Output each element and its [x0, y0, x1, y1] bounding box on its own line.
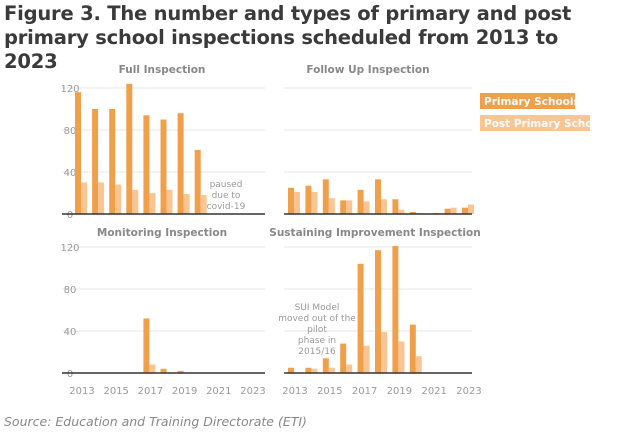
y-tick-label: 120 — [60, 84, 79, 95]
y-tick-label: 0 — [67, 369, 73, 380]
x-tick-label: 2013 — [282, 386, 307, 397]
bar-primary-2015 — [322, 179, 329, 214]
bar-post-primary-2019 — [398, 209, 405, 214]
annotation-line: covid-19 — [207, 202, 246, 212]
bar-post-primary-2015 — [328, 367, 335, 373]
bar-primary-2013 — [75, 92, 81, 214]
annotation-line: moved out of the — [278, 314, 356, 324]
source-note: Source: Education and Training Directora… — [4, 414, 307, 429]
x-tick-label: 2023 — [456, 386, 481, 397]
legend-label-primary: Primary Schools — [484, 96, 580, 108]
x-tick-label: 2015 — [103, 386, 128, 397]
x-tick-label: 2021 — [421, 386, 446, 397]
panel-title: Sustaining Improvement Inspection — [269, 227, 480, 239]
bar-primary-2022 — [444, 208, 451, 214]
annotation-line: due to — [212, 191, 241, 201]
bar-primary-2018 — [160, 368, 167, 373]
bar-primary-2015 — [109, 109, 116, 214]
x-tick-label: 2023 — [240, 386, 265, 397]
y-tick-label: 80 — [64, 126, 77, 137]
annotation-line: SUI Model — [295, 303, 340, 313]
panel-title: Full Inspection — [119, 64, 206, 76]
bar-post-primary-2019 — [398, 341, 405, 373]
bar-primary-2016 — [340, 343, 347, 373]
bar-primary-2015 — [322, 358, 329, 373]
bar-post-primary-2013 — [81, 182, 87, 214]
annotation-line: 2015/16 — [298, 347, 336, 357]
bar-primary-2018 — [375, 179, 381, 214]
x-tick-label: 2019 — [387, 386, 412, 397]
bar-post-primary-2017 — [149, 193, 156, 214]
bar-primary-2020 — [194, 149, 201, 214]
x-tick-label: 2021 — [206, 386, 231, 397]
bar-primary-2017 — [357, 189, 364, 214]
bar-primary-2018 — [375, 250, 381, 373]
legend-swatch-primary — [480, 93, 575, 109]
bar-post-primary-2018 — [166, 189, 173, 214]
annotation-line: pilot — [307, 325, 327, 335]
bar-primary-2020 — [409, 324, 416, 373]
bar-primary-2019 — [392, 199, 399, 214]
y-tick-label: 40 — [64, 168, 77, 179]
bar-post-primary-2018 — [381, 332, 387, 373]
bar-primary-2023 — [462, 207, 468, 214]
bar-primary-2014 — [305, 367, 312, 373]
legend-label-post-primary: Post Primary Schools — [484, 118, 610, 130]
bar-post-primary-2020 — [200, 195, 207, 214]
bar-primary-2017 — [143, 115, 150, 214]
bar-post-primary-2018 — [381, 199, 387, 214]
bar-post-primary-2020 — [415, 356, 422, 373]
x-tick-label: 2017 — [352, 386, 377, 397]
bar-post-primary-2013 — [294, 191, 300, 214]
bar-post-primary-2017 — [363, 201, 370, 214]
x-tick-label: 2019 — [172, 386, 197, 397]
panel-title: Follow Up Inspection — [306, 64, 429, 76]
bar-post-primary-2023 — [468, 204, 474, 214]
bar-post-primary-2015 — [115, 184, 122, 214]
bar-primary-2019 — [392, 245, 399, 373]
bar-post-primary-2014 — [98, 182, 105, 214]
annotation-line: paused — [210, 180, 243, 190]
y-tick-label: 0 — [67, 210, 73, 221]
bar-post-primary-2016 — [346, 200, 353, 214]
x-tick-label: 2013 — [69, 386, 94, 397]
bar-primary-2019 — [177, 370, 184, 373]
bar-post-primary-2017 — [149, 364, 156, 373]
bar-primary-2017 — [357, 263, 364, 373]
bar-post-primary-2014 — [311, 368, 318, 373]
bar-post-primary-2017 — [363, 345, 370, 373]
legend-swatch-post-primary — [480, 115, 590, 131]
bar-primary-2014 — [305, 185, 312, 214]
x-tick-label: 2017 — [138, 386, 163, 397]
figure-title: Figure 3. The number and types of primar… — [4, 2, 572, 73]
bar-primary-2019 — [177, 113, 184, 214]
y-tick-label: 40 — [64, 327, 77, 338]
bar-post-primary-2015 — [328, 198, 335, 214]
y-tick-label: 120 — [60, 243, 79, 254]
bar-primary-2018 — [160, 119, 167, 214]
annotation-line: phase in — [298, 336, 336, 346]
bar-post-primary-2022 — [450, 207, 457, 214]
bar-primary-2016 — [340, 200, 347, 214]
bar-primary-2013 — [288, 187, 294, 214]
bar-post-primary-2019 — [183, 194, 190, 214]
x-tick-label: 2015 — [317, 386, 342, 397]
bar-primary-2017 — [143, 318, 150, 373]
y-tick-label: 80 — [64, 285, 77, 296]
bar-primary-2013 — [288, 367, 294, 373]
bar-primary-2016 — [126, 83, 133, 214]
bar-post-primary-2014 — [311, 191, 318, 214]
panel-title: Monitoring Inspection — [97, 227, 227, 239]
bar-post-primary-2016 — [346, 364, 353, 373]
bar-post-primary-2016 — [132, 189, 139, 214]
bar-primary-2014 — [92, 109, 99, 214]
bar-primary-2020 — [409, 211, 416, 214]
